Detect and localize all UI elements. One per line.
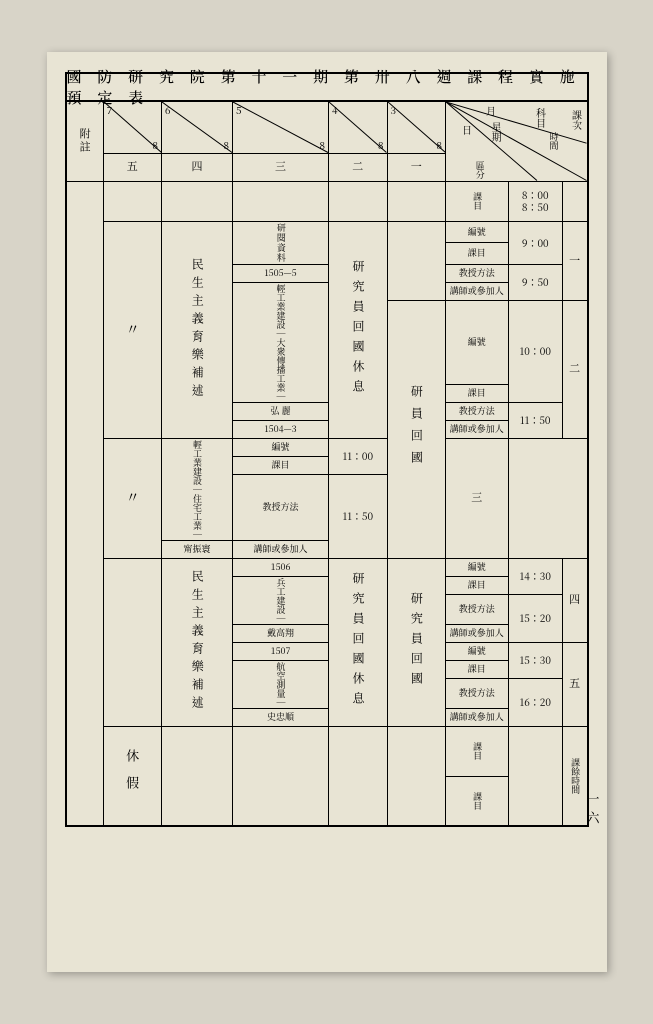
r-label: 講師或參加人 (233, 540, 329, 558)
date-cell-3: 58 (233, 101, 329, 153)
col3-top: 研閱資料 (233, 221, 329, 264)
col4-p1: 民生主義育樂補述 (162, 221, 233, 438)
time-5a: 15：30 (508, 642, 562, 678)
col1-p1: 研員回國 (387, 300, 445, 558)
time-1b: 9：50 (508, 264, 562, 300)
r-label: 課目 (445, 243, 508, 265)
weekday-4: 四 (162, 153, 233, 181)
col5-holiday: 休假 (103, 726, 161, 826)
col5-p1b: 〃 (103, 438, 161, 558)
col3-block4: 航空測量｜ (233, 660, 329, 708)
col5-blank2 (103, 558, 161, 726)
r-label: 編號 (445, 558, 508, 576)
label-kemu: 課目 (445, 181, 508, 221)
title-bar: 國 防 研 究 院 第 十 一 期 第 卅 八 週 課 程 實 施 預 定 表 (65, 72, 589, 100)
time-2a: 10：00 (508, 300, 562, 402)
r-label: 教授方法 (233, 474, 329, 540)
notes-header: 附註 (66, 101, 104, 181)
r-label: 講師或參加人 (445, 708, 508, 726)
r-label: 教授方法 (445, 594, 508, 624)
cell (162, 726, 233, 826)
cell (387, 181, 445, 221)
col3-name1: 弘 麗 (233, 402, 329, 420)
time-1a: 9：00 (508, 221, 562, 264)
col3-name3: 戴高翔 (233, 624, 329, 642)
period-2: 二 (562, 300, 587, 438)
period-1: 一 (562, 221, 587, 300)
r-label: 編號 (445, 642, 508, 660)
date-cell-1: 38 (387, 101, 445, 153)
r-label: 教授方法 (445, 678, 508, 708)
weekday-1: 一 (387, 153, 445, 181)
r-label: 課目 (445, 384, 508, 402)
cell (103, 181, 161, 221)
time-blank (508, 726, 562, 826)
col5-p1: 〃 (103, 221, 161, 438)
cell (233, 181, 329, 221)
col3-block3: 兵工建設｜ (233, 576, 329, 624)
weekday-2: 二 (329, 153, 387, 181)
weekday-3: 三 (233, 153, 329, 181)
r-label: 課目 (445, 576, 508, 594)
time-5b: 16：20 (508, 678, 562, 726)
col1-blank (387, 221, 445, 300)
period-3: 三 (445, 438, 508, 558)
col2-p1: 研究員回國休息 (329, 221, 387, 438)
r-label: 課目 (233, 456, 329, 474)
time-3b: 11：50 (329, 474, 387, 558)
date-cell-2: 48 (329, 101, 387, 153)
col4-p2: 民生主義育樂補述 (162, 558, 233, 726)
col3-code4: 1507 (233, 642, 329, 660)
document-page: 國 防 研 究 院 第 十 一 期 第 卅 八 週 課 程 實 施 預 定 表 … (47, 52, 607, 972)
period-blank (562, 181, 587, 221)
cell (387, 726, 445, 826)
col3-block2: 輕工業建設｜住宅工業｜ (162, 438, 233, 540)
date-cell-5: 78 (103, 101, 161, 153)
r-label: 講師或參加人 (445, 420, 508, 438)
weekday-5: 五 (103, 153, 161, 181)
schedule-table: 附註 78 68 58 48 38 (65, 100, 589, 827)
r-label: 教授方法 (445, 402, 508, 420)
col3-block1: 輕工業建設｜大衆傳播工業｜ (233, 282, 329, 402)
r-label: 編號 (445, 300, 508, 384)
date-cell-4: 68 (162, 101, 233, 153)
r-label: 講師或參加人 (445, 624, 508, 642)
label-kemu-a: 課目 (445, 726, 508, 776)
col3-name2: 甯振寰 (162, 540, 233, 558)
r-label: 編號 (445, 221, 508, 243)
col1-p2: 研究員回國 (387, 558, 445, 726)
r-label: 編號 (233, 438, 329, 456)
time-3a: 11：00 (329, 438, 387, 474)
r-label: 教授方法 (445, 264, 508, 282)
notes-body (66, 181, 104, 826)
page-number: 一六 (584, 792, 603, 830)
corner-header: 月 日 星期 區分 科目 時間 課次 (445, 101, 587, 181)
cell (162, 181, 233, 221)
r-label: 課目 (445, 660, 508, 678)
col3-code3: 1506 (233, 558, 329, 576)
cell (233, 726, 329, 826)
time-4a: 14：30 (508, 558, 562, 594)
time-0: 8：008：50 (508, 181, 562, 221)
col3-code1: 1505—5 (233, 264, 329, 282)
r-label: 講師或參加人 (445, 282, 508, 300)
time-2b: 11：50 (508, 402, 562, 438)
cell (329, 726, 387, 826)
period-5: 五 (562, 642, 587, 726)
col2-p2: 研究員回國休息 (329, 558, 387, 726)
label-kemu-b: 課目 (445, 776, 508, 826)
col3-name4: 史忠順 (233, 708, 329, 726)
time-4b: 15：20 (508, 594, 562, 642)
cell (329, 181, 387, 221)
period-4: 四 (562, 558, 587, 642)
col3-code2: 1504—3 (233, 420, 329, 438)
